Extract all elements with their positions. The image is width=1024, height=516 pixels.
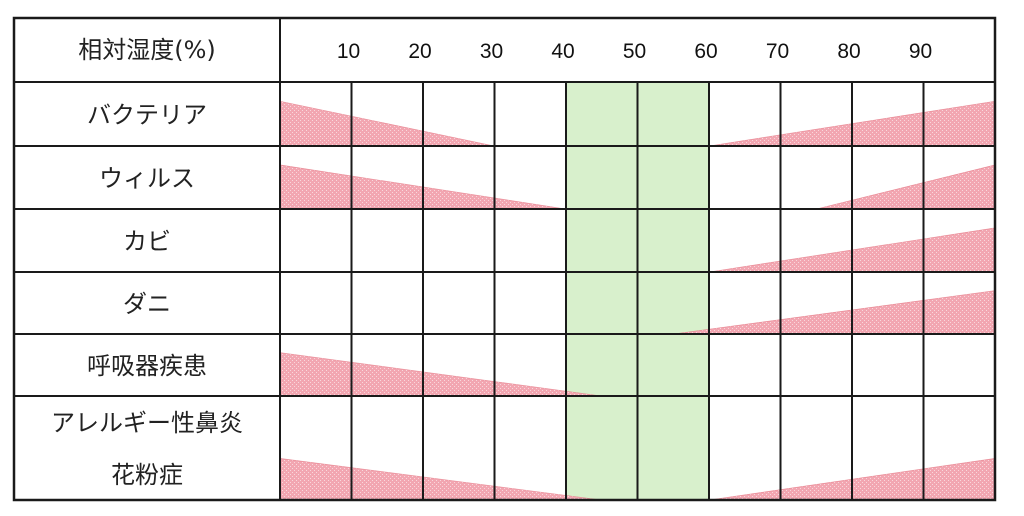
row-label-6-line-1: アレルギー性鼻炎: [51, 409, 243, 437]
x-tick-label-60: 60: [694, 40, 717, 63]
row-label-6-line-2: 花粉症: [111, 461, 183, 489]
x-tick-label-80: 80: [837, 40, 860, 63]
x-tick-label-30: 30: [480, 40, 503, 63]
x-tick-label-20: 20: [408, 40, 431, 63]
table-frame: [12, 16, 997, 502]
x-tick-label-40: 40: [551, 40, 574, 63]
x-tick-label-10: 10: [337, 40, 360, 63]
risk-band-1-left: [279, 100, 495, 147]
row-label-2: ウィルス: [99, 165, 195, 193]
row-label-5: 呼吸器疾患: [87, 352, 207, 380]
risk-band-4-right: [673, 290, 996, 335]
risk-band-2-right: [816, 164, 996, 210]
x-tick-label-90: 90: [909, 40, 932, 63]
header-label: 相対湿度(%): [78, 36, 216, 64]
row-label-4: ダニ: [123, 290, 171, 318]
risk-band-6-left: [279, 458, 602, 501]
row-label-3: カビ: [123, 228, 171, 256]
row-label-1: バクテリア: [87, 101, 207, 129]
x-tick-label-70: 70: [766, 40, 789, 63]
risk-band-5-left: [279, 352, 602, 397]
x-tick-label-50: 50: [623, 40, 646, 63]
